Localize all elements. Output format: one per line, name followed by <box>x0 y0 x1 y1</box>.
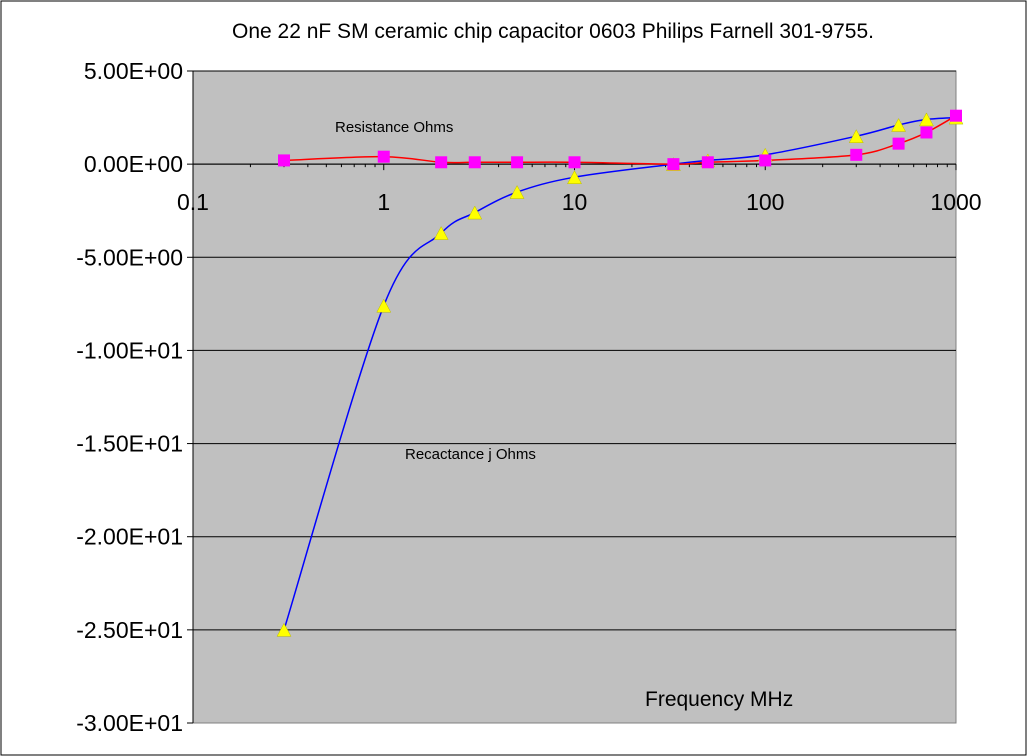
tick-labels: 5.00E+00 0.00E+00 -5.00E+00 -1.00E+01 -1.50E… <box>76 58 981 736</box>
y-tick-label-6: -2.50E+01 <box>76 617 183 643</box>
data-point-s0-5 <box>568 156 581 169</box>
y-tick-label-3: -1.00E+01 <box>76 337 183 363</box>
data-point-s0-2 <box>435 156 448 169</box>
data-point-s0-3 <box>468 156 481 169</box>
series-line-1 <box>283 116 957 631</box>
series-markers-0 <box>278 109 962 171</box>
data-point-s1-0 <box>276 622 292 637</box>
data-point-s0-6 <box>667 158 680 171</box>
data-point-s1-2 <box>433 226 449 240</box>
data-point-s1-5 <box>567 170 582 184</box>
series-layer <box>276 109 964 637</box>
series-label-reactance: Recactance j Ohms <box>405 446 536 463</box>
data-point-s0-12 <box>950 109 962 122</box>
y-tick-label-1: 0.00E+00 <box>84 151 183 177</box>
data-point-s1-11 <box>919 112 934 127</box>
x-tick-label-2: 10 <box>562 189 588 215</box>
data-point-s0-8 <box>759 154 772 167</box>
data-point-s0-4 <box>511 156 524 169</box>
y-tick-label-0: 5.00E+00 <box>84 58 183 84</box>
series-1 <box>283 116 957 631</box>
chart-title: One 22 nF SM ceramic chip capacitor 0603… <box>232 20 874 43</box>
data-point-s1-3 <box>467 205 483 220</box>
x-axis-label: Frequency MHz <box>645 688 793 711</box>
x-tick-label-3: 100 <box>746 189 784 215</box>
data-point-s0-11 <box>920 126 933 139</box>
data-point-s1-1 <box>376 298 392 313</box>
y-tick-label-7: -3.00E+01 <box>76 710 183 736</box>
data-point-s0-0 <box>278 154 291 167</box>
data-point-s0-1 <box>377 150 390 163</box>
series-label-resistance: Resistance Ohms <box>335 119 453 136</box>
y-tick-label-4: -1.50E+01 <box>76 431 183 457</box>
x-tick-label-1: 1 <box>377 189 390 215</box>
y-tick-label-2: -5.00E+00 <box>76 244 183 270</box>
x-tick-label-0: 0.1 <box>177 189 209 215</box>
data-point-s1-9 <box>848 129 864 143</box>
data-point-s1-10 <box>891 117 906 132</box>
data-point-s0-10 <box>892 137 905 150</box>
data-point-s1-4 <box>509 185 525 199</box>
data-point-s0-9 <box>850 148 863 161</box>
data-point-s0-7 <box>701 156 714 169</box>
y-tick-label-5: -2.00E+01 <box>76 524 183 550</box>
x-tick-label-4: 1000 <box>930 189 981 215</box>
